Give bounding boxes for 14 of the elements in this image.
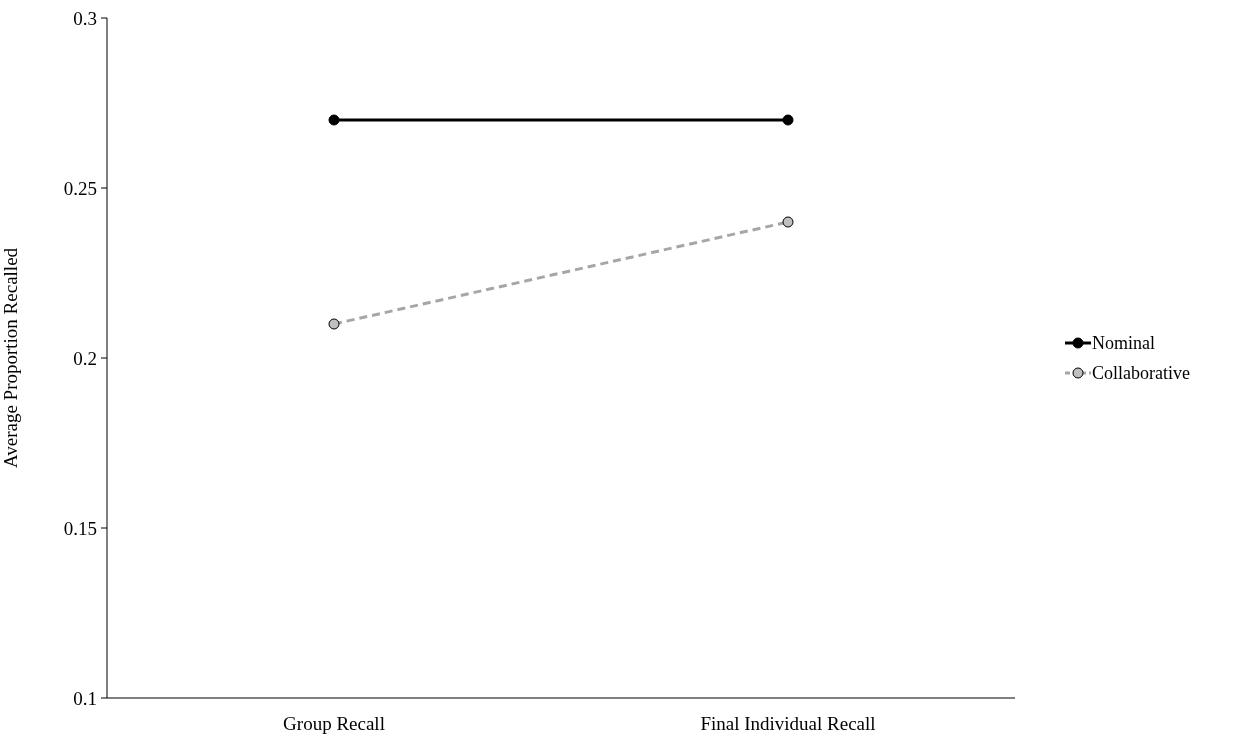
point [328,318,340,330]
y-tick-label: 0.1 [73,687,97,709]
point [328,114,340,126]
y-axis-title: Average Proportion Recalled [0,247,21,469]
x-tick-label: Group Recall [283,713,385,734]
y-tick-label: 0.25 [63,177,97,199]
point [782,114,794,126]
point [782,216,794,228]
legend-label: Collaborative [1092,363,1190,384]
x-tick-label: Final Individual Recall [700,713,876,734]
y-tick-label: 0.3 [73,7,97,29]
y-tick-label: 0.15 [63,517,97,539]
y-tick-label: 0.2 [73,347,97,369]
legend-label: Nominal [1092,333,1155,354]
